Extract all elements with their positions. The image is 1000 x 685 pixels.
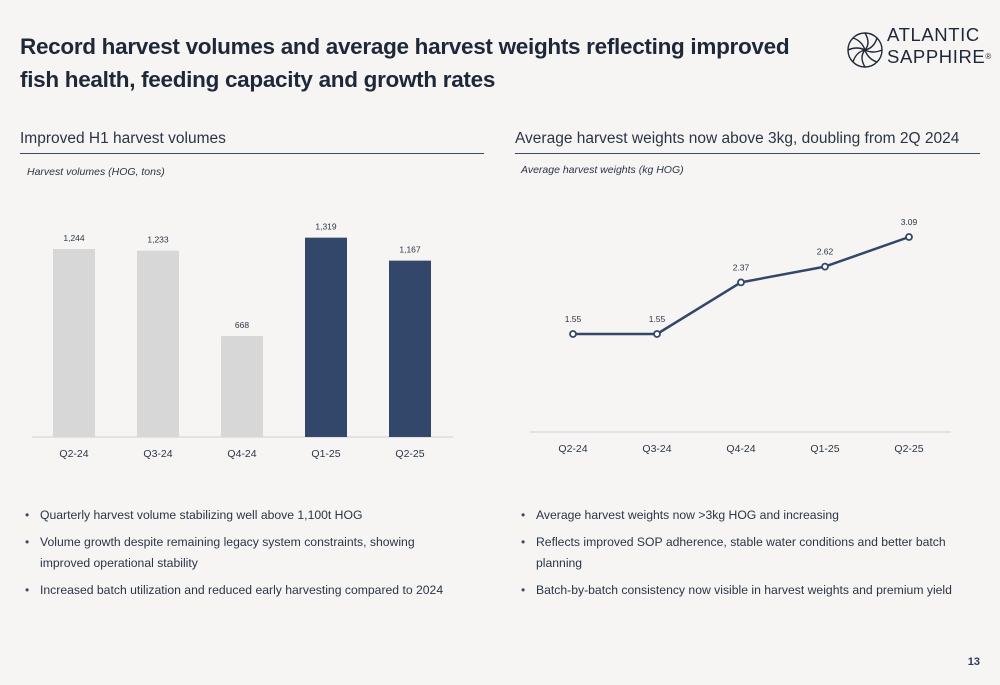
- data-point: [569, 330, 577, 338]
- x-tick-label: Q3-24: [642, 443, 671, 455]
- x-tick-label: Q2-24: [59, 448, 88, 460]
- right-bullet-item: Batch-by-batch consistency now visible i…: [521, 580, 981, 601]
- bar: [389, 260, 431, 437]
- bar-value-label: 1,319: [315, 222, 337, 232]
- data-point: [653, 330, 661, 338]
- left-section-title: Improved H1 harvest volumes: [20, 130, 226, 147]
- left-bullet-list: Quarterly harvest volume stabilizing wel…: [25, 505, 465, 607]
- point-value-label: 3.09: [901, 217, 918, 227]
- bar-value-label: 1,167: [399, 245, 421, 255]
- bar-value-label: 668: [235, 320, 249, 330]
- x-tick-label: Q2-24: [558, 443, 587, 455]
- x-tick-label: Q1-25: [311, 448, 340, 460]
- page-title: Record harvest volumes and average harve…: [20, 34, 790, 92]
- left-bullet-item: Volume growth despite remaining legacy s…: [25, 532, 465, 574]
- logo-line-1: ATLANTIC: [887, 24, 980, 45]
- x-tick-label: Q4-24: [227, 448, 256, 460]
- right-section-title: Average harvest weights now above 3kg, d…: [515, 130, 960, 147]
- harvest-weight-line-chart: 1.55 Q2-24 1.55 Q3-24 2.37 Q4-24 2.62 Q1-25 3.09…: [530, 217, 951, 455]
- logo-wordmark: ATLANTIC SAPPHIRE®: [887, 24, 992, 68]
- data-point: [821, 262, 829, 271]
- data-point: [905, 233, 913, 241]
- point-value-label: 2.62: [817, 247, 834, 257]
- bar: [137, 250, 179, 437]
- bar-value-label: 1,244: [63, 233, 85, 243]
- x-tick-label: Q4-24: [726, 443, 755, 455]
- page-number: 13: [967, 656, 980, 668]
- point-value-label: 1.55: [649, 314, 666, 324]
- bar-value-label: 1,233: [147, 235, 169, 245]
- logo-registered-mark: ®: [985, 52, 992, 61]
- bar: [221, 336, 263, 437]
- x-tick-label: Q3-24: [143, 448, 172, 460]
- point-value-label: 1.55: [565, 314, 582, 324]
- right-bullet-item: Reflects improved SOP adherence, stable …: [521, 532, 981, 574]
- x-tick-label: Q2-25: [395, 448, 424, 460]
- right-bullet-item: Average harvest weights now >3kg HOG and…: [521, 505, 981, 526]
- point-value-label: 2.37: [733, 262, 750, 272]
- right-bullet-list: Average harvest weights now >3kg HOG and…: [521, 505, 981, 607]
- bar-chart-subtitle: Harvest volumes (HOG, tons): [27, 166, 165, 178]
- company-logo: ATLANTIC SAPPHIRE®: [845, 24, 991, 76]
- left-section-divider: [20, 153, 484, 154]
- x-tick-label: Q2-25: [894, 443, 923, 455]
- logo-mark-icon: [847, 32, 883, 68]
- left-bullet-item: Increased batch utilization and reduced …: [25, 580, 465, 601]
- left-bullet-item: Quarterly harvest volume stabilizing wel…: [25, 505, 465, 526]
- x-tick-label: Q1-25: [810, 443, 839, 455]
- harvest-volume-bar-chart: 1,244 Q2-24 1,233 Q3-24 668 Q4-24 1,319 Q1-25 1,…: [32, 222, 453, 460]
- bar: [53, 249, 95, 437]
- logo-line-2: SAPPHIRE: [887, 46, 986, 67]
- line-chart-subtitle: Average harvest weights (kg HOG): [521, 164, 684, 176]
- right-section-divider: [515, 153, 980, 154]
- bar: [305, 237, 347, 437]
- data-point: [737, 278, 745, 287]
